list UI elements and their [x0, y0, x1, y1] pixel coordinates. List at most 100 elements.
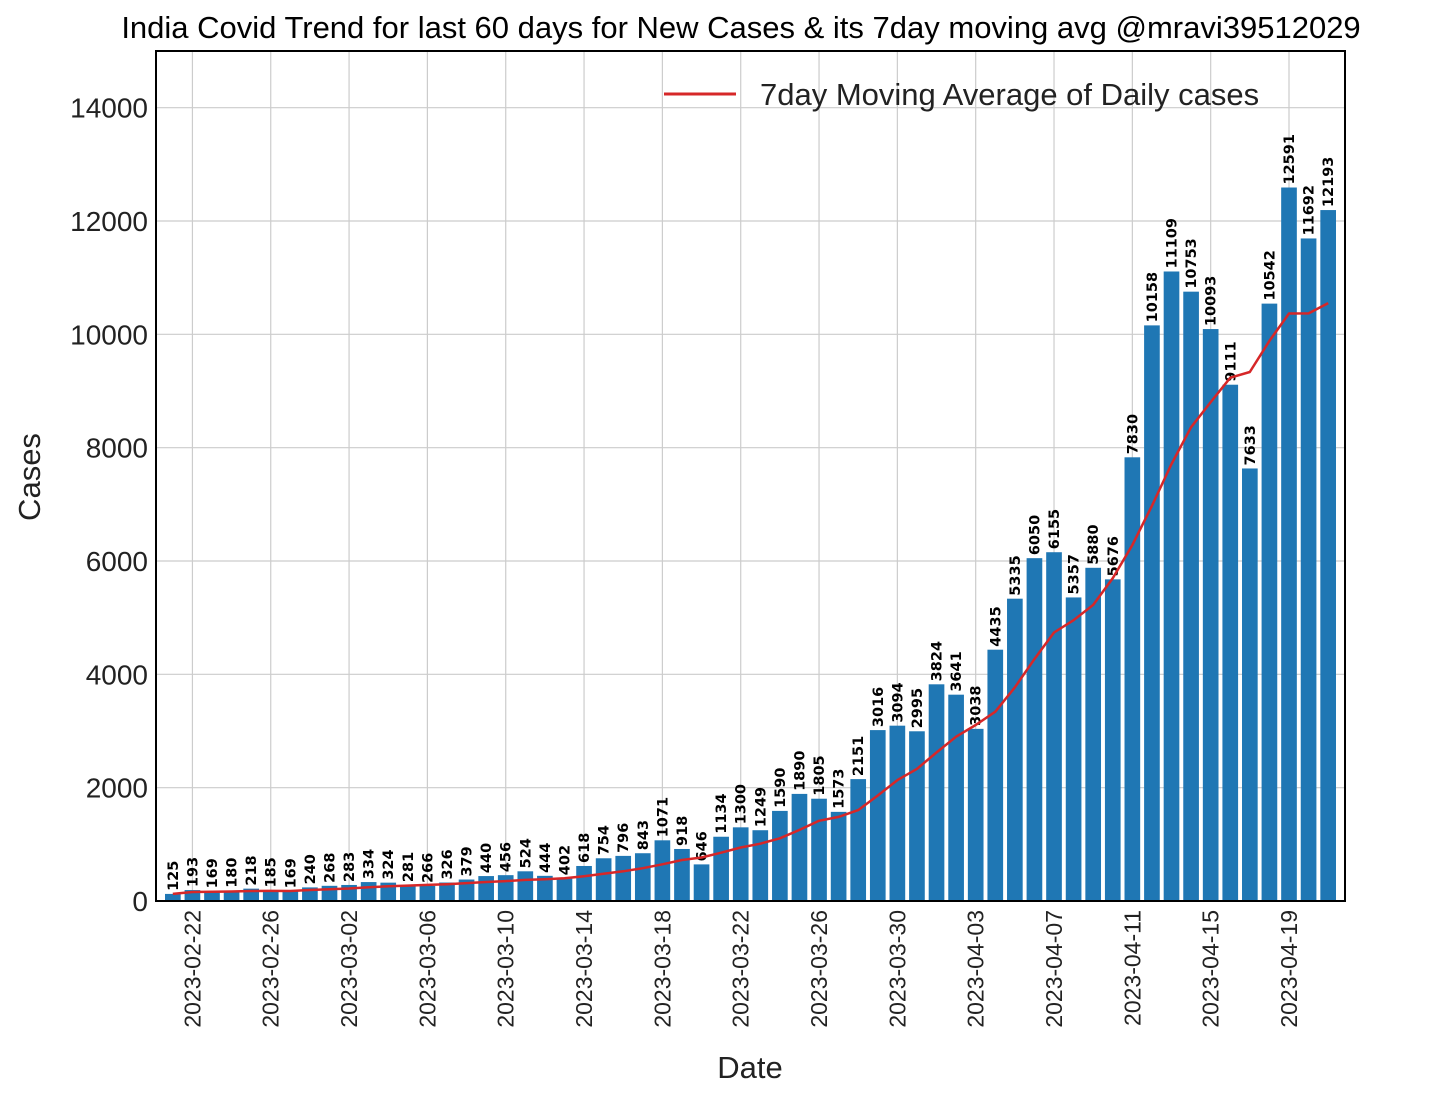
bar	[674, 848, 690, 901]
bar-value-label: 10542	[1262, 250, 1278, 300]
bar	[1261, 303, 1278, 901]
bar-value-label: 524	[518, 838, 534, 868]
y-axis-ticks: 0 2000 4000 6000 8000 10000 12000 14000	[70, 93, 148, 917]
bar-value-label: 3824	[930, 641, 946, 681]
bar	[772, 810, 788, 901]
x-tick-label: 2023-04-07	[1041, 910, 1067, 1028]
bar	[537, 875, 553, 901]
bar-value-label: 240	[303, 854, 319, 884]
bar	[1163, 271, 1180, 901]
y-tick-label: 10000	[70, 319, 148, 350]
bar	[615, 855, 632, 901]
bar	[1222, 384, 1239, 902]
bar-value-label: 1071	[655, 797, 671, 837]
bar-value-label: 1249	[753, 787, 769, 827]
bar-value-label: 1300	[734, 784, 750, 824]
bar	[517, 871, 534, 901]
bar-value-label: 3038	[969, 685, 985, 725]
bar-value-label: 283	[342, 852, 358, 882]
bar	[830, 811, 847, 901]
bar	[928, 684, 945, 901]
bar	[791, 793, 808, 901]
bar	[204, 891, 220, 901]
bar-value-label: 281	[401, 852, 417, 882]
bar-value-label: 2995	[910, 688, 926, 728]
bar	[732, 827, 749, 901]
bar-value-label: 10158	[1145, 272, 1161, 322]
bar-value-label: 326	[440, 849, 456, 879]
bar-value-label: 185	[264, 857, 280, 887]
bar	[634, 853, 651, 901]
x-tick-label: 2023-04-19	[1276, 910, 1302, 1028]
bar-value-label: 218	[244, 855, 260, 885]
bar	[165, 893, 181, 901]
y-tick-label: 12000	[70, 206, 148, 237]
y-tick-label: 14000	[70, 93, 148, 124]
bar	[360, 882, 377, 901]
bar-value-label: 618	[577, 833, 593, 863]
bar-value-label: 3641	[949, 651, 965, 691]
bar	[478, 876, 494, 901]
bar-value-label: 456	[499, 842, 515, 872]
bar	[262, 890, 279, 901]
bar	[1085, 567, 1102, 901]
bar	[1065, 597, 1082, 901]
bar	[909, 731, 925, 901]
x-tick-label: 2023-03-30	[884, 910, 910, 1028]
y-tick-label: 6000	[86, 546, 148, 577]
bar	[1026, 558, 1043, 901]
bar-value-label: 6050	[1027, 515, 1043, 555]
x-tick-label: 2023-02-26	[258, 910, 284, 1028]
bar	[576, 865, 592, 901]
bar-value-label: 9111	[1223, 341, 1239, 381]
x-tick-label: 2023-03-26	[806, 910, 832, 1028]
bar	[223, 890, 240, 901]
bar	[1281, 187, 1297, 901]
moving-average-group	[172, 301, 1329, 896]
bar	[1007, 598, 1023, 901]
legend-label: 7day Moving Average of Daily cases	[760, 77, 1259, 112]
bar-value-label: 11109	[1165, 218, 1181, 268]
bar-value-label: 334	[362, 849, 378, 879]
bar-value-label: 6155	[1047, 509, 1063, 549]
bar-value-label: 5357	[1067, 554, 1083, 594]
bar-value-label: 7830	[1125, 414, 1141, 454]
bar	[419, 885, 436, 901]
legend: 7day Moving Average of Daily cases	[664, 77, 1259, 112]
bar	[556, 878, 573, 901]
bar-value-label: 169	[283, 858, 299, 888]
bar	[1202, 329, 1219, 901]
bar	[811, 798, 827, 901]
x-tick-label: 2023-03-02	[336, 910, 362, 1028]
y-tick-label: 8000	[86, 433, 148, 464]
bar-value-label: 7633	[1243, 425, 1259, 465]
y-tick-label: 0	[132, 886, 148, 917]
x-tick-label: 2023-03-10	[493, 910, 519, 1028]
bar	[1320, 210, 1336, 901]
x-tick-label: 2023-04-15	[1198, 910, 1224, 1028]
bar-value-label: 268	[322, 853, 338, 883]
bars-group	[165, 187, 1336, 902]
x-tick-label: 2023-04-11	[1119, 910, 1145, 1026]
y-tick-label: 2000	[86, 773, 148, 804]
bar	[850, 779, 867, 901]
bar-value-label: 12193	[1321, 157, 1337, 207]
bar-value-label: 324	[381, 849, 397, 879]
bar-value-label: 796	[616, 823, 632, 853]
bar	[1242, 468, 1258, 901]
bar	[654, 840, 671, 901]
bar	[1046, 552, 1062, 901]
bar-value-label: 402	[557, 845, 573, 875]
bar-value-label: 918	[675, 816, 691, 846]
bar	[987, 649, 1004, 901]
bar-value-label: 440	[479, 843, 495, 873]
bar-value-label: 1573	[832, 769, 848, 809]
bar-value-label: 3016	[871, 687, 887, 727]
x-axis-ticks: 2023-02-22 2023-02-26 2023-03-02 2023-03-06…	[179, 910, 1302, 1028]
bar	[282, 891, 299, 901]
bar-value-label: 12591	[1282, 134, 1298, 184]
x-tick-label: 2023-03-14	[571, 910, 597, 1028]
bar	[497, 875, 514, 901]
moving-average-line	[172, 301, 1329, 896]
bar	[399, 885, 416, 901]
